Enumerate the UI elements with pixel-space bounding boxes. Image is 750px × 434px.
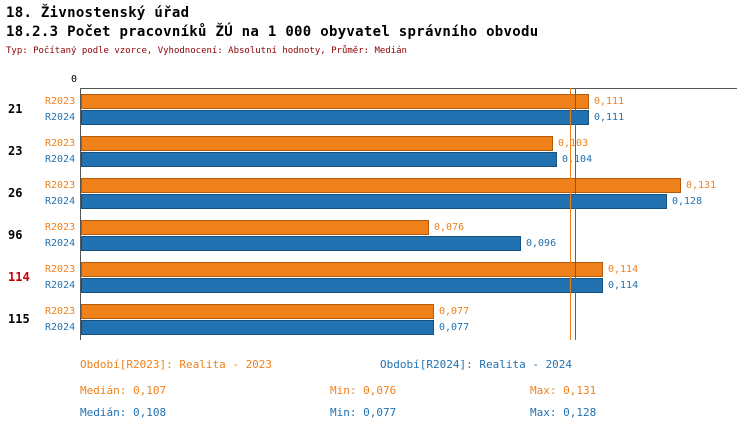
value-label-R2024-26: 0,128 (672, 196, 703, 207)
series-label-R2024: R2024 (45, 280, 76, 291)
bar-R2023-21 (81, 94, 589, 109)
axis-zero-label: 0 (71, 74, 78, 85)
bar-R2024-114 (81, 278, 603, 293)
series-label-R2023: R2023 (45, 306, 76, 317)
bar-R2024-21 (81, 110, 589, 125)
report-meta: Typ: Počítaný podle vzorce, Vyhodnocení:… (6, 46, 407, 56)
series-label-R2024: R2024 (45, 112, 76, 123)
value-label-R2023-23: 0,103 (558, 138, 589, 149)
x-axis-line (80, 88, 737, 89)
series-label-R2024: R2024 (45, 196, 76, 207)
legend-r2024: Období[R2024]: Realita - 2024 (380, 358, 573, 371)
report-subtitle: 18.2.3 Počet pracovníků ŽÚ na 1 000 obyv… (6, 24, 539, 40)
series-label-R2023: R2023 (45, 96, 76, 107)
stat-r2024-max: Max: 0,128 (530, 406, 597, 419)
bar-R2023-114 (81, 262, 603, 277)
bar-R2023-96 (81, 220, 429, 235)
value-label-R2023-96: 0,076 (434, 222, 465, 233)
legend-r2023: Období[R2023]: Realita - 2023 (80, 358, 273, 371)
value-label-R2023-114: 0,114 (608, 264, 639, 275)
bar-R2023-23 (81, 136, 553, 151)
stat-r2023-min: Min: 0,076 (330, 384, 397, 397)
category-label-114: 114 (8, 270, 30, 284)
series-label-R2024: R2024 (45, 238, 76, 249)
value-label-R2024-23: 0,104 (562, 154, 593, 165)
category-label-96: 96 (8, 228, 23, 242)
value-label-R2023-115: 0,077 (439, 306, 470, 317)
bar-R2023-26 (81, 178, 681, 193)
value-label-R2023-21: 0,111 (594, 96, 625, 107)
bar-R2024-115 (81, 320, 434, 335)
bar-R2024-26 (81, 194, 667, 209)
stat-r2024-median: Medián: 0,108 (80, 406, 167, 419)
series-label-R2023: R2023 (45, 264, 76, 275)
series-label-R2023: R2023 (45, 138, 76, 149)
value-label-R2024-114: 0,114 (608, 280, 639, 291)
category-label-21: 21 (8, 102, 23, 116)
report-title: 18. Živnostenský úřad (6, 5, 190, 21)
value-label-R2024-115: 0,077 (439, 322, 470, 333)
bar-R2024-96 (81, 236, 521, 251)
stat-r2023-median: Medián: 0,107 (80, 384, 167, 397)
median-line-1 (575, 88, 576, 340)
series-label-R2023: R2023 (45, 222, 76, 233)
bar-chart: 0 21 R2023 0,111 R2024 0,111 23 R2023 0,103 R202… (0, 74, 750, 340)
category-label-26: 26 (8, 186, 23, 200)
category-label-115: 115 (8, 312, 30, 326)
y-axis-line (80, 88, 81, 340)
series-label-R2024: R2024 (45, 322, 76, 333)
value-label-R2023-26: 0,131 (686, 180, 717, 191)
category-label-23: 23 (8, 144, 23, 158)
median-line-0 (570, 88, 571, 340)
stat-r2024-min: Min: 0,077 (330, 406, 397, 419)
value-label-R2024-96: 0,096 (526, 238, 557, 249)
bar-R2024-23 (81, 152, 557, 167)
series-label-R2023: R2023 (45, 180, 76, 191)
series-label-R2024: R2024 (45, 154, 76, 165)
stat-r2023-max: Max: 0,131 (530, 384, 597, 397)
value-label-R2024-21: 0,111 (594, 112, 625, 123)
bar-R2023-115 (81, 304, 434, 319)
